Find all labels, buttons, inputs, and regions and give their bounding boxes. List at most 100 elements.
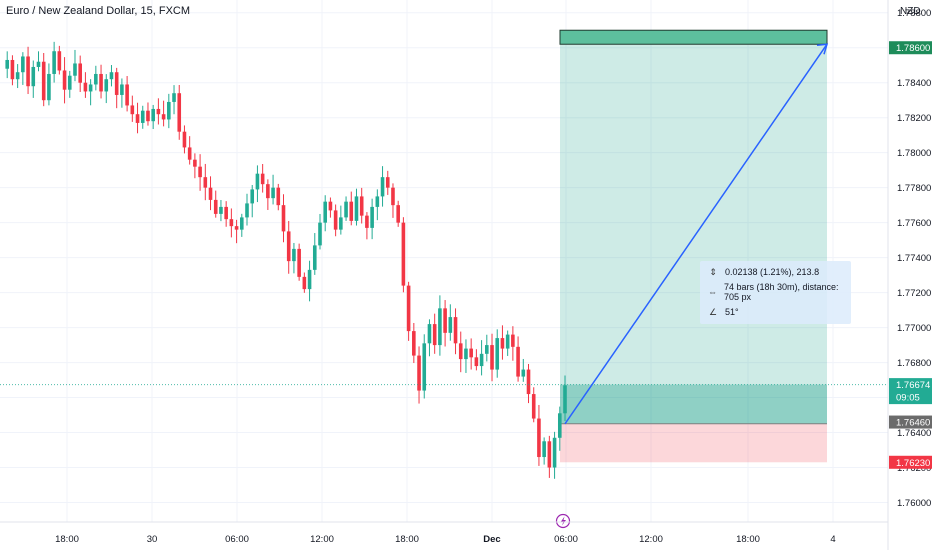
candle-body xyxy=(542,441,546,458)
y-tick-label: 1.76000 xyxy=(897,498,931,509)
target-handle xyxy=(559,29,828,45)
candle-body xyxy=(73,63,77,76)
candle-body xyxy=(31,66,36,87)
x-tick-label: 30 xyxy=(147,534,158,545)
candle-body xyxy=(354,196,359,221)
candle-body xyxy=(438,308,442,346)
candle-body xyxy=(41,61,46,101)
candle-body xyxy=(281,205,286,232)
time-axis[interactable]: 18:00 30 06:00 12:00 18:00 Dec 06:00 12:00 18:00… xyxy=(55,534,836,545)
x-tick-label: 4 xyxy=(830,534,835,545)
candle-body xyxy=(229,219,234,227)
candle-body xyxy=(172,93,176,102)
price-axis[interactable]: 1.760001.762001.764001.766001.768001.770… xyxy=(897,8,931,509)
candle-body xyxy=(198,166,202,178)
candle-body xyxy=(297,248,301,277)
candle-body xyxy=(375,196,380,207)
candle-body xyxy=(417,355,421,391)
candle-body xyxy=(323,201,328,223)
candle-body xyxy=(432,324,437,346)
x-tick-label: 18:00 xyxy=(736,534,760,545)
candle-body xyxy=(516,346,520,377)
candle-body xyxy=(328,201,333,211)
price-range-icon: ⇕ xyxy=(709,266,717,277)
candle-body xyxy=(537,418,541,458)
measure-arrow-line xyxy=(564,43,828,425)
candle-body xyxy=(109,72,114,80)
price-tags: 1.78600 1.76460 1.76230 1.76674 09:05 xyxy=(889,41,932,469)
loss-zone xyxy=(560,423,827,463)
candle-body xyxy=(167,101,171,120)
candle-body xyxy=(78,63,82,83)
candle-body xyxy=(406,285,411,332)
grid xyxy=(0,0,888,522)
currency-label[interactable]: NZD xyxy=(900,6,921,17)
candle-body xyxy=(203,177,208,188)
candle-body xyxy=(391,187,395,206)
candle-body xyxy=(260,173,265,185)
y-tick-label: 1.78200 xyxy=(897,113,931,124)
candle-body xyxy=(219,206,223,214)
measure-price-change: 0.02138 (1.21%), 213.8 xyxy=(725,267,820,277)
x-tick-label: 06:00 xyxy=(225,534,249,545)
lightning-icon xyxy=(561,516,566,526)
candle-body xyxy=(99,73,103,92)
candle-body xyxy=(161,114,166,120)
x-tick-label: Dec xyxy=(483,534,500,545)
candle-body xyxy=(401,222,406,286)
candle-body xyxy=(67,75,72,90)
measure-bars: 74 bars (18h 30m), distance: 705 px xyxy=(724,282,839,302)
y-tick-label: 1.77400 xyxy=(897,253,931,264)
candle-body xyxy=(333,210,338,230)
candle-body xyxy=(10,59,15,80)
measure-arrowhead xyxy=(816,43,829,55)
candle-body xyxy=(151,108,155,122)
candle-body xyxy=(271,187,275,199)
candle-body xyxy=(443,308,447,333)
x-tick-label: 12:00 xyxy=(310,534,334,545)
candle-body xyxy=(563,385,567,414)
candle-body xyxy=(286,231,291,262)
candle-body xyxy=(349,201,354,221)
candle-body xyxy=(339,217,343,230)
candle-body xyxy=(344,201,348,218)
y-tick-label: 1.76800 xyxy=(897,358,931,369)
bar-range-icon: ⇔ xyxy=(708,287,717,297)
candle-body xyxy=(458,343,463,360)
price-tag-0-bg xyxy=(889,41,932,55)
candle-body xyxy=(385,177,390,188)
candle-body xyxy=(312,245,317,270)
candle-body xyxy=(146,110,150,122)
candle-body xyxy=(245,203,249,218)
candle-body xyxy=(114,72,119,95)
candle-body xyxy=(140,110,145,123)
candle-body xyxy=(88,84,93,92)
overlay xyxy=(0,43,888,529)
candle-body xyxy=(318,222,322,246)
measure-bars-row: ⇔ 74 bars (18h 30m), distance: 705 px xyxy=(708,282,851,302)
candle-body xyxy=(370,206,374,228)
measure-tooltip: ⇕ 0.02138 (1.21%), 213.8 ⇔ 74 bars (18h … xyxy=(700,261,851,324)
candle-body xyxy=(557,413,562,438)
y-tick-label: 1.77000 xyxy=(897,323,931,334)
y-tick-label: 1.78000 xyxy=(897,148,931,159)
candle-body xyxy=(62,70,67,90)
candle-body xyxy=(531,394,536,419)
candle-body xyxy=(57,51,62,71)
candle-body xyxy=(125,84,129,106)
candle-body xyxy=(187,147,192,160)
measure-angle-row: ∠ 51° xyxy=(708,305,739,319)
candle-body xyxy=(365,215,369,228)
candle-body xyxy=(396,205,400,223)
long-position-tool[interactable] xyxy=(559,29,828,463)
candle-body xyxy=(83,82,88,92)
price-tag-0: 1.78600 xyxy=(896,43,930,54)
x-tick-label: 18:00 xyxy=(395,534,419,545)
candle-body xyxy=(479,353,484,367)
y-tick-label: 1.77800 xyxy=(897,183,931,194)
y-tick-label: 1.77200 xyxy=(897,288,931,299)
chart-title: Euro / New Zealand Dollar, 15, FXCM xyxy=(6,5,191,17)
candle-body xyxy=(359,196,364,216)
candle-body xyxy=(511,334,515,347)
